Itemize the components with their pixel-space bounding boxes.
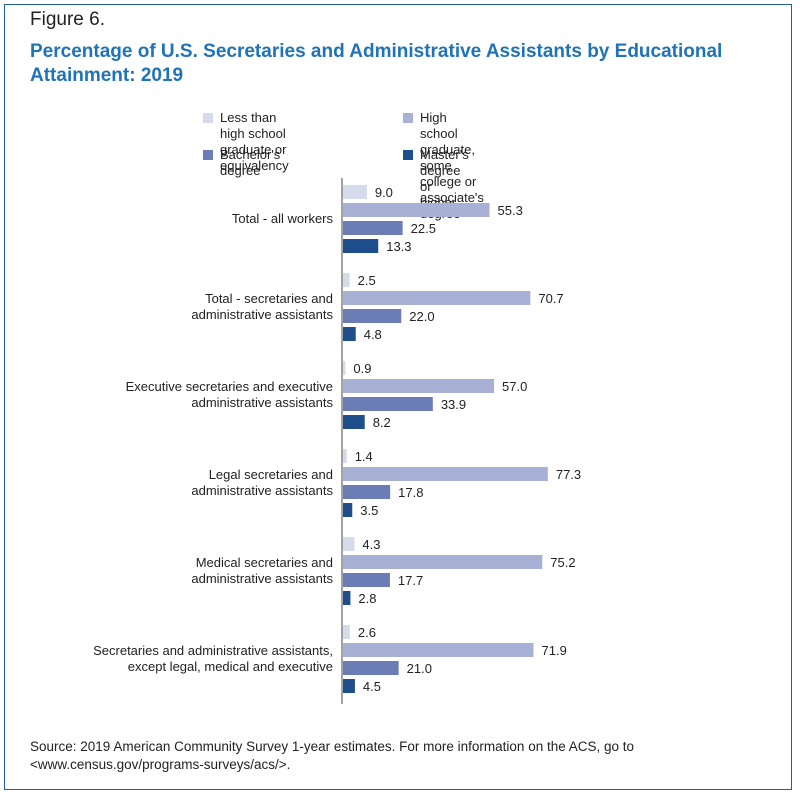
bar	[343, 309, 402, 323]
category-label: Total - secretaries and administrative a…	[191, 291, 333, 322]
bar	[343, 397, 433, 411]
bar	[343, 643, 534, 657]
data-label: 71.9	[542, 643, 567, 658]
bar	[343, 591, 351, 605]
bar	[343, 379, 495, 393]
data-label: 13.3	[386, 239, 411, 254]
bar	[343, 415, 365, 429]
bar	[343, 291, 531, 305]
bar	[343, 661, 399, 675]
bar	[343, 679, 355, 693]
legend-swatch	[203, 113, 213, 123]
chart-title: Percentage of U.S. Secretaries and Admin…	[30, 41, 723, 86]
bar	[343, 485, 391, 499]
legend-swatch	[203, 150, 213, 160]
bar	[343, 537, 355, 551]
data-label: 77.3	[556, 467, 581, 482]
bar	[343, 327, 356, 341]
legend-swatch	[403, 150, 413, 160]
figure-frame	[4, 4, 792, 790]
bar	[343, 573, 390, 587]
legend-label: Less than high school graduate or equiva…	[220, 110, 289, 173]
bar	[343, 221, 403, 235]
bar	[343, 625, 350, 639]
bar	[343, 273, 350, 287]
data-label: 1.4	[355, 449, 373, 464]
category-label: Legal secretaries and administrative ass…	[191, 467, 333, 498]
data-label: 17.7	[398, 573, 423, 588]
bar	[343, 503, 353, 517]
legend-label: High school graduate, some college or as…	[420, 110, 484, 221]
category-label: Medical secretaries and administrative a…	[191, 555, 333, 586]
data-label: 2.5	[358, 273, 376, 288]
data-label: 2.6	[358, 625, 376, 640]
legend-label: Bachelor's degree	[220, 147, 281, 178]
data-label: 17.8	[398, 485, 423, 500]
data-label: 57.0	[502, 379, 527, 394]
data-label: 21.0	[407, 661, 432, 676]
data-label: 4.3	[362, 537, 380, 552]
data-label: 22.5	[411, 221, 436, 236]
bar	[343, 449, 347, 463]
data-label: 4.8	[364, 327, 382, 342]
bar	[343, 361, 346, 375]
data-label: 55.3	[498, 203, 523, 218]
data-label: 70.7	[538, 291, 563, 306]
data-label: 0.9	[353, 361, 371, 376]
data-label: 4.5	[363, 679, 381, 694]
category-label: Executive secretaries and executive admi…	[125, 379, 333, 410]
data-label: 3.5	[360, 503, 378, 518]
data-label: 9.0	[375, 185, 393, 200]
bar	[343, 239, 379, 253]
legend-swatch	[403, 113, 413, 123]
category-label: Secretaries and administrative assistant…	[93, 643, 333, 674]
figure-label: Figure 6.	[30, 9, 105, 30]
data-label: 75.2	[550, 555, 575, 570]
data-label: 33.9	[441, 397, 466, 412]
bar	[343, 203, 490, 217]
category-label: Total - all workers	[231, 211, 333, 226]
bar	[343, 555, 543, 569]
data-label: 8.2	[373, 415, 391, 430]
bar	[343, 467, 548, 481]
source-note: Source: 2019 American Community Survey 1…	[30, 739, 635, 772]
data-label: 2.8	[358, 591, 376, 606]
data-label: 22.0	[409, 309, 434, 324]
bar	[343, 185, 367, 199]
